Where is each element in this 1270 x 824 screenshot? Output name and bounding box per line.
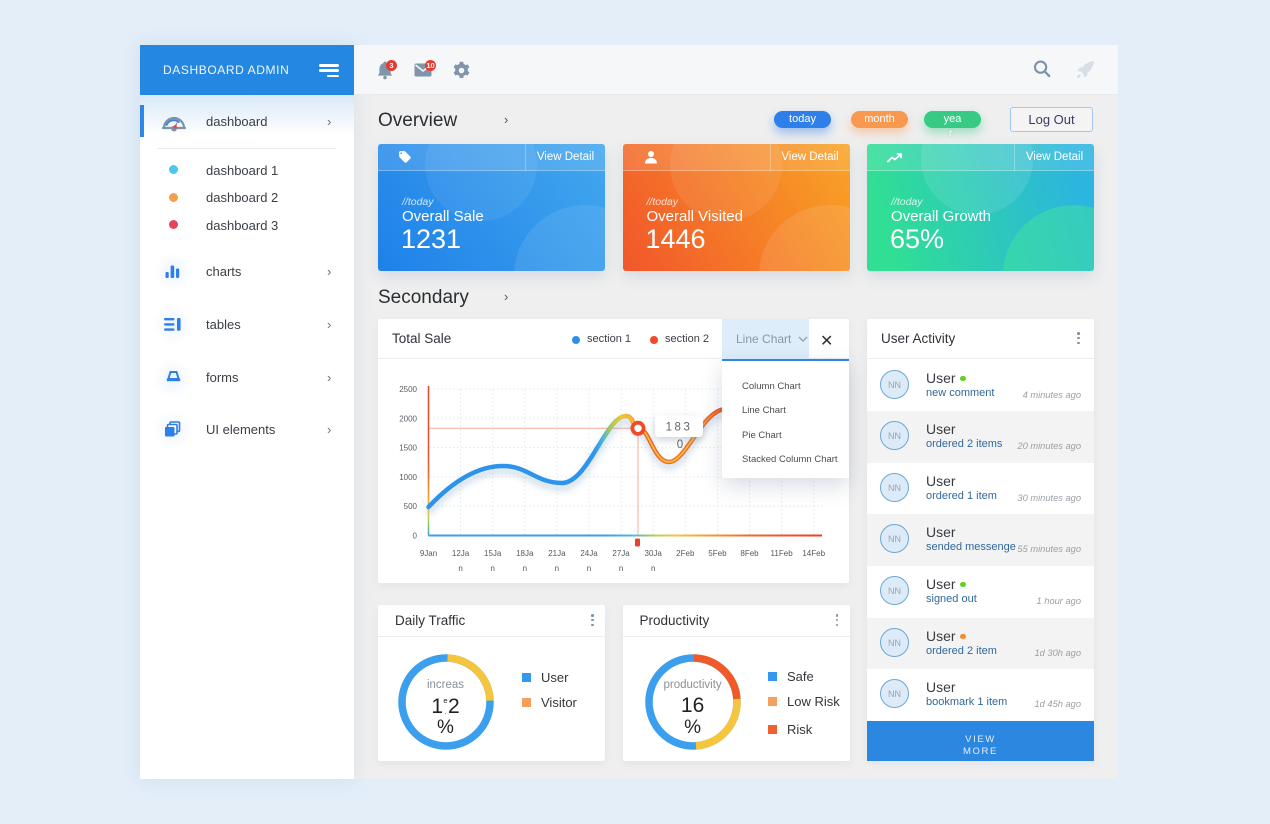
svg-text:n: n (651, 564, 655, 573)
svg-text:500: 500 (404, 502, 418, 511)
svg-text:12Ja: 12Ja (452, 549, 470, 558)
svg-text:30Ja: 30Ja (645, 549, 663, 558)
svg-text:14Feb: 14Feb (802, 549, 825, 558)
svg-text:0: 0 (413, 532, 418, 541)
svg-text:n: n (587, 564, 591, 573)
svg-text:27Ja: 27Ja (612, 549, 630, 558)
svg-text:n: n (555, 564, 559, 573)
svg-text:5Feb: 5Feb (708, 549, 727, 558)
svg-text:21Ja: 21Ja (548, 549, 566, 558)
svg-text:11Feb: 11Feb (771, 549, 794, 558)
svg-text:2Feb: 2Feb (676, 549, 695, 558)
svg-text:0: 0 (677, 439, 683, 451)
svg-text:183: 183 (666, 422, 693, 434)
svg-text:2500: 2500 (399, 385, 417, 394)
svg-text:n: n (619, 564, 623, 573)
svg-text:15Ja: 15Ja (484, 549, 502, 558)
svg-text:2000: 2000 (399, 414, 417, 423)
svg-text:n: n (458, 564, 462, 573)
svg-text:n: n (523, 564, 527, 573)
svg-text:9Jan: 9Jan (420, 549, 437, 558)
svg-text:n: n (490, 564, 494, 573)
svg-text:1500: 1500 (399, 444, 417, 453)
svg-text:1000: 1000 (399, 473, 417, 482)
svg-text:8Feb: 8Feb (740, 549, 759, 558)
svg-text:18Ja: 18Ja (516, 549, 534, 558)
svg-text:24Ja: 24Ja (580, 549, 598, 558)
